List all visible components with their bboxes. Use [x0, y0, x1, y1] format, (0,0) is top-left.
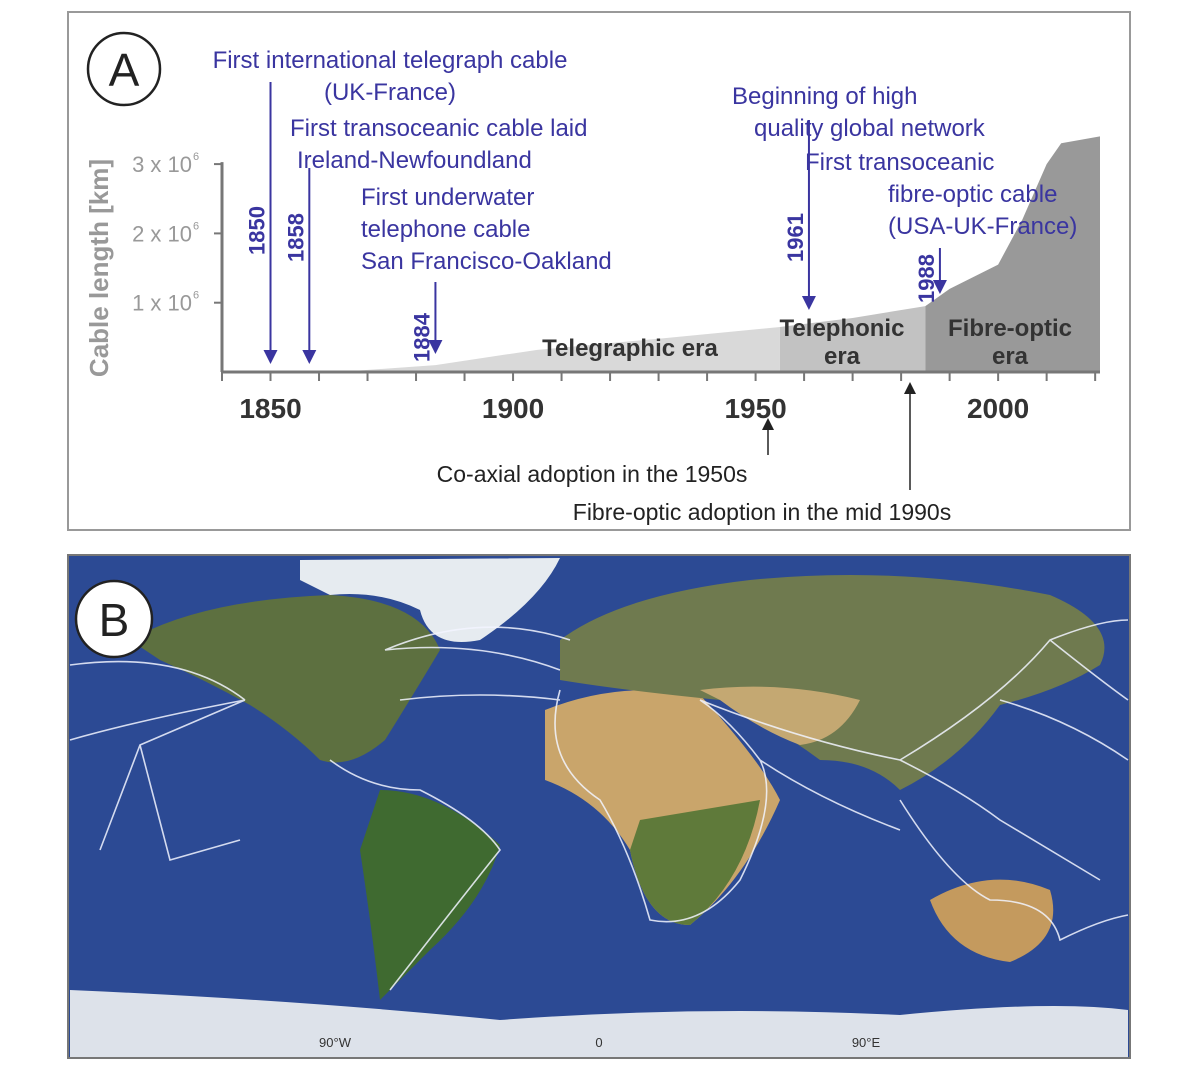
era-area-2 — [925, 136, 1100, 372]
lon-label-90e: 90°E — [852, 1035, 881, 1050]
greenland — [300, 558, 560, 642]
x-tick-label: 2000 — [967, 393, 1029, 424]
era-label: era — [824, 343, 861, 370]
y-tick-exponent: 6 — [193, 290, 199, 302]
event-text: First international telegraph cable — [213, 47, 568, 74]
x-tick-label: 1900 — [482, 393, 544, 424]
event-1884: First underwater telephone cable San Franc… — [361, 184, 612, 362]
event-text: San Francisco-Oakland — [361, 248, 612, 275]
event-text: (UK-France) — [324, 79, 456, 106]
australia — [930, 879, 1054, 962]
note-arrow-head — [904, 382, 916, 394]
event-1858: First transoceanic cable laid Ireland-New… — [283, 115, 587, 364]
event-text: Beginning of high — [732, 83, 917, 110]
adoption-note: Fibre-optic adoption in the mid 1990s — [573, 499, 951, 525]
adoption-notes: Co-axial adoption in the 1950s Fibre-opti… — [437, 382, 951, 525]
event-annotations: First international telegraph cable (UK-F… — [213, 47, 1077, 364]
cable-network — [69, 619, 1129, 991]
event-year-label: 1988 — [914, 254, 939, 303]
note-arrow-head — [762, 418, 774, 430]
panel-a-badge — [86, 31, 162, 107]
event-1988: First transoceanic fibre-optic cable (USA-… — [805, 149, 1077, 303]
event-year-label: 1961 — [783, 213, 808, 262]
event-arrow-head — [428, 340, 443, 354]
event-year-label: 1850 — [245, 206, 270, 255]
event-arrow-head — [801, 296, 816, 310]
world-map: B 90°W 0 90°E — [67, 554, 1131, 1059]
event-arrow-head — [263, 350, 278, 364]
y-tick-label: 3 x 10 — [132, 152, 192, 177]
panel-b-label: B — [99, 594, 130, 646]
era-labels: Telegraphic eraTelephoniceraFibre-optice… — [542, 315, 1072, 370]
south-america — [360, 790, 500, 1000]
north-america — [130, 595, 440, 763]
area-series — [338, 136, 1100, 372]
era-label: Telegraphic era — [542, 335, 718, 362]
event-text: First underwater — [361, 184, 534, 211]
event-1961: Beginning of high quality global network 1… — [732, 83, 986, 310]
panel-b-badge — [74, 579, 154, 659]
event-text: (USA-UK-France) — [888, 213, 1077, 240]
y-tick-exponent: 6 — [193, 220, 199, 232]
era-area-1 — [779, 306, 926, 372]
panel-a-frame — [67, 11, 1131, 531]
event-text: First transoceanic — [805, 149, 994, 176]
lon-label-90w: 90°W — [319, 1035, 352, 1050]
y-tick-exponent: 6 — [193, 151, 199, 163]
antarctica — [70, 990, 1128, 1057]
event-1850: First international telegraph cable (UK-F… — [213, 47, 568, 364]
event-text: First transoceanic cable laid — [290, 115, 587, 142]
adoption-note: Co-axial adoption in the 1950s — [437, 461, 748, 487]
event-text: quality global network — [754, 115, 986, 142]
era-label: era — [992, 343, 1029, 370]
event-arrow-head — [932, 280, 947, 294]
era-label: Telephonic — [780, 315, 905, 342]
event-year-label: 1858 — [283, 213, 308, 262]
era-label: Fibre-optic — [948, 315, 1072, 342]
lon-label-0: 0 — [595, 1035, 602, 1050]
middle-east — [700, 686, 860, 745]
y-tick-label: 2 x 10 — [132, 221, 192, 246]
event-arrow-head — [302, 350, 317, 364]
x-tick-label: 1950 — [724, 393, 786, 424]
eurasia — [560, 575, 1105, 790]
africa-south — [630, 800, 760, 925]
event-text: fibre-optic cable — [888, 181, 1057, 208]
y-axis-label: Cable length [km] — [84, 159, 114, 377]
era-area-0 — [338, 326, 780, 372]
x-tick-label: 1850 — [239, 393, 301, 424]
panel-a-label: A — [109, 44, 140, 96]
y-tick-label: 1 x 10 — [132, 291, 192, 316]
event-year-label: 1884 — [409, 312, 434, 362]
event-text: telephone cable — [361, 216, 530, 243]
event-text: Ireland-Newfoundland — [297, 147, 532, 174]
